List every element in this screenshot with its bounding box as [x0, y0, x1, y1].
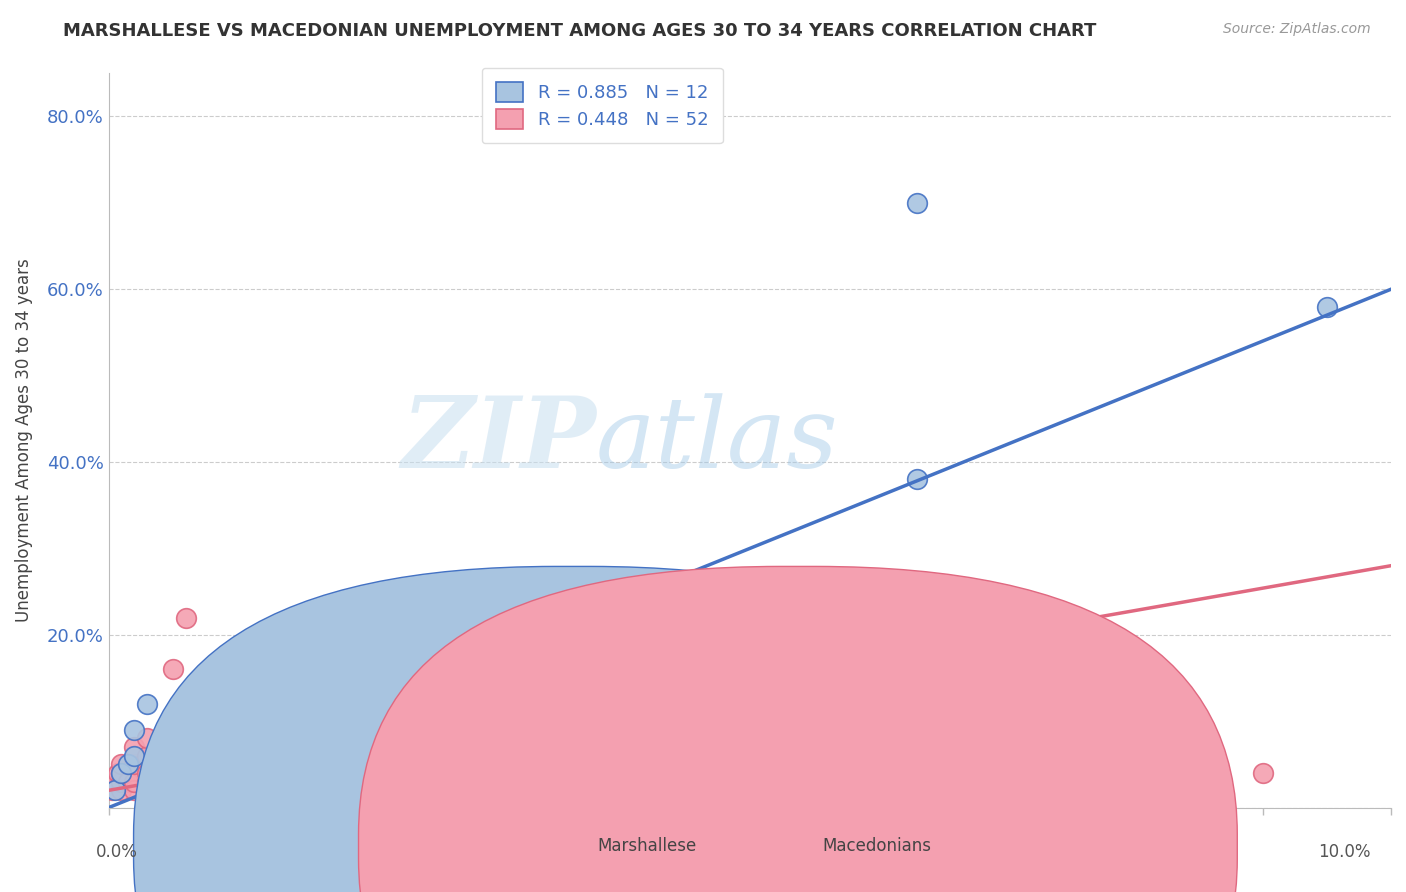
- Text: ZIP: ZIP: [401, 392, 596, 489]
- Point: [380, 610, 402, 624]
- Text: 10.0%: 10.0%: [1319, 843, 1371, 861]
- Point: [117, 757, 139, 772]
- Point: [122, 748, 145, 763]
- Point: [328, 680, 350, 694]
- Point: [136, 697, 159, 711]
- Point: [162, 740, 184, 755]
- Point: [585, 680, 607, 694]
- Point: [136, 766, 159, 780]
- Point: [264, 662, 287, 676]
- Point: [136, 731, 159, 746]
- Point: [380, 697, 402, 711]
- Point: [212, 697, 235, 711]
- Point: [302, 697, 325, 711]
- Point: [122, 723, 145, 737]
- Point: [328, 662, 350, 676]
- Y-axis label: Unemployment Among Ages 30 to 34 years: Unemployment Among Ages 30 to 34 years: [15, 259, 32, 623]
- Point: [162, 662, 184, 676]
- Point: [110, 766, 132, 780]
- Point: [277, 714, 299, 729]
- Point: [122, 757, 145, 772]
- Point: [110, 757, 132, 772]
- Point: [290, 697, 312, 711]
- Point: [107, 766, 129, 780]
- Point: [1149, 748, 1171, 763]
- Text: MARSHALLESE VS MACEDONIAN UNEMPLOYMENT AMONG AGES 30 TO 34 YEARS CORRELATION CHA: MARSHALLESE VS MACEDONIAN UNEMPLOYMENT A…: [63, 22, 1097, 40]
- Point: [1251, 766, 1274, 780]
- Point: [174, 610, 197, 624]
- Point: [122, 740, 145, 755]
- Point: [315, 680, 337, 694]
- Point: [117, 774, 139, 789]
- Point: [738, 731, 761, 746]
- Point: [136, 748, 159, 763]
- Point: [110, 766, 132, 780]
- Point: [252, 714, 274, 729]
- Point: [290, 706, 312, 720]
- Point: [239, 671, 262, 685]
- Point: [187, 714, 209, 729]
- Point: [354, 697, 377, 711]
- Text: 0.0%: 0.0%: [96, 843, 138, 861]
- Point: [713, 697, 735, 711]
- Point: [101, 783, 124, 797]
- Point: [225, 740, 247, 755]
- Point: [482, 680, 505, 694]
- Text: Source: ZipAtlas.com: Source: ZipAtlas.com: [1223, 22, 1371, 37]
- Text: atlas: atlas: [596, 392, 838, 488]
- Point: [174, 740, 197, 755]
- Point: [104, 774, 127, 789]
- Point: [149, 748, 172, 763]
- Point: [149, 774, 172, 789]
- Text: Marshallese: Marshallese: [598, 837, 697, 855]
- Point: [110, 774, 132, 789]
- Point: [122, 774, 145, 789]
- Point: [444, 697, 467, 711]
- Point: [212, 740, 235, 755]
- Point: [110, 783, 132, 797]
- Point: [1316, 300, 1339, 314]
- Point: [104, 783, 127, 797]
- Point: [905, 472, 928, 486]
- Point: [136, 774, 159, 789]
- Point: [239, 723, 262, 737]
- Point: [418, 680, 440, 694]
- Point: [162, 766, 184, 780]
- Point: [187, 748, 209, 763]
- Point: [200, 748, 222, 763]
- Point: [367, 680, 389, 694]
- Point: [122, 783, 145, 797]
- Legend: R = 0.885   N = 12, R = 0.448   N = 52: R = 0.885 N = 12, R = 0.448 N = 52: [482, 68, 723, 144]
- Point: [520, 671, 543, 685]
- Point: [905, 610, 928, 624]
- Point: [200, 714, 222, 729]
- Text: Macedonians: Macedonians: [823, 837, 932, 855]
- Point: [905, 195, 928, 210]
